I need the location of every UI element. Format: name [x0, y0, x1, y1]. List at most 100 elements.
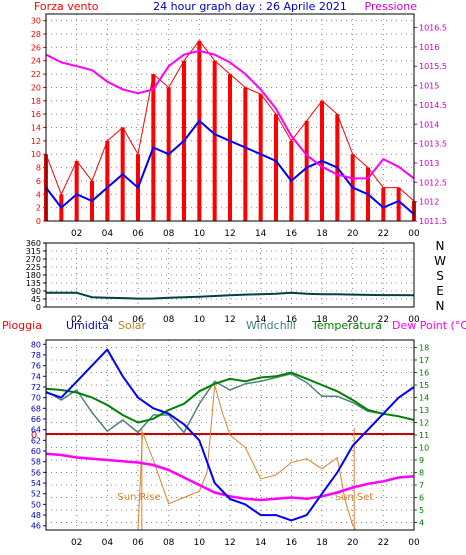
- wind-panel-y-tick-label: 10: [31, 150, 41, 159]
- wind-speed-series-line: [45, 119, 415, 216]
- gust-series-line: [45, 40, 415, 202]
- wind-panel-y-tick-label: 28: [31, 30, 41, 39]
- pressure-right-tick-label: 1016: [419, 43, 439, 52]
- compass-s: S: [436, 269, 444, 283]
- temperature-series-line: [45, 371, 415, 424]
- temp-panel-x-tick-label: 02: [71, 538, 82, 548]
- wind-panel-y-tick-label: 22: [31, 70, 41, 79]
- wind-panel-frame: [45, 13, 415, 222]
- pressure-right-tick-label: 1015.5: [419, 62, 447, 71]
- dew-point-series-line: [45, 452, 415, 502]
- wind-panel-y-tick-label: 6: [36, 177, 41, 186]
- temp-panel-frame: [45, 339, 415, 531]
- wind-panel-x-tick-label: 22: [378, 229, 389, 239]
- direction-panel-x-tick-label: 08: [163, 315, 175, 325]
- temperature-right-tick-label: 12: [419, 419, 429, 428]
- temperature-right-tick-label: 5: [419, 506, 424, 515]
- humidity-y-tick-label: 74: [31, 372, 41, 381]
- wind-panel-x-tick-label: 08: [163, 229, 175, 239]
- wind-panel-y-tick-label: 24: [31, 57, 41, 66]
- direction-panel-x-tick-label: 00: [408, 315, 420, 325]
- temp-panel-x-tick-label: 08: [163, 538, 175, 548]
- temperature-right-tick-label: 9: [419, 456, 424, 465]
- wind-panel-x-tick-label: 10: [194, 229, 206, 239]
- wind-panel-y-tick-label: 26: [31, 43, 41, 52]
- wind-panel-x-tick-label: 18: [316, 229, 328, 239]
- pressure-right-tick-label: 1012: [419, 198, 439, 207]
- sunrise-label: Sun Rise: [117, 492, 160, 503]
- pressure-right-tick-label: 1012.5: [419, 178, 447, 187]
- direction-panel-y-tick-label: 135: [26, 279, 41, 288]
- direction-panel-x-tick-label: 22: [378, 315, 389, 325]
- temp-panel-x-tick-label: 20: [347, 538, 359, 548]
- direction-panel-frame: [45, 242, 415, 308]
- humidity-y-tick-label: 50: [31, 500, 41, 509]
- wind-panel-x-tick-label: 16: [286, 229, 298, 239]
- temperature-right-tick-label: 14: [419, 394, 429, 403]
- temperature-right-tick-label: 4: [419, 519, 424, 528]
- temperature-right-tick-label: 8: [419, 469, 424, 478]
- wind-direction-series-line: [46, 291, 415, 300]
- pressure-right-tick-label: 1011.5: [419, 217, 447, 226]
- direction-panel-y-tick-label: 270: [26, 255, 41, 264]
- temp-panel-x-tick-label: 18: [316, 538, 328, 548]
- wind-panel-x-tick-label: 12: [224, 229, 235, 239]
- temp-panel-x-tick-label: 10: [194, 538, 206, 548]
- wind-panel-y-tick-label: 8: [36, 164, 41, 173]
- temperature-right-tick-label: 7: [419, 481, 424, 490]
- temp-panel-x-tick-label: 22: [378, 538, 389, 548]
- direction-panel-x-tick-label: 20: [347, 315, 359, 325]
- chart-title: 24 hour graph day : 26 Aprile 2021: [153, 0, 347, 13]
- chart-marks: 0246810121416182022242628301011.51012101…: [26, 13, 447, 548]
- solar-label: Solar: [118, 319, 147, 332]
- rain-label: Pioggia: [2, 319, 42, 332]
- pressure-right-tick-label: 1013: [419, 159, 439, 168]
- wind-panel-x-tick-label: 00: [408, 229, 420, 239]
- direction-panel-x-tick-label: 18: [316, 315, 328, 325]
- wind-panel-y-tick-label: 18: [31, 97, 41, 106]
- compass-w: W: [434, 254, 446, 268]
- wind-panel-y-tick-label: 2: [36, 204, 41, 213]
- temp-panel-x-tick-label: 06: [132, 538, 144, 548]
- humidity-y-tick-label: 58: [31, 458, 41, 467]
- pressure-right-tick-label: 1014.5: [419, 101, 447, 110]
- temperature-label: Temperatura: [311, 319, 382, 332]
- temperature-right-tick-label: 16: [419, 369, 429, 378]
- direction-panel-x-tick-label: 12: [224, 315, 235, 325]
- temperature-right-tick-label: 17: [419, 356, 429, 365]
- direction-panel-x-tick-label: 02: [71, 315, 82, 325]
- compass-e: E: [436, 284, 444, 298]
- temp-panel-x-tick-label: 16: [286, 538, 298, 548]
- temperature-right-tick-label: 18: [419, 344, 429, 353]
- humidity-y-tick-label: 80: [31, 340, 41, 349]
- temperature-right-tick-label: 15: [419, 381, 429, 390]
- humidity-y-tick-label: 60: [31, 447, 41, 456]
- humidity-y-tick-label: 62: [31, 436, 41, 445]
- wind-panel-y-tick-label: 20: [31, 83, 41, 92]
- humidity-y-tick-label: 72: [31, 383, 41, 392]
- direction-panel-y-tick-label: 180: [26, 271, 41, 280]
- wind-panel-y-tick-label: 0: [36, 217, 41, 226]
- direction-panel-y-tick-label: 315: [26, 247, 41, 256]
- wind-force-axis-title: Forza vento: [34, 0, 99, 13]
- wind-panel-x-tick-label: 02: [71, 229, 82, 239]
- humidity-y-tick-label: 48: [31, 511, 41, 520]
- wind-panel-y-tick-label: 16: [31, 110, 41, 119]
- direction-panel-y-tick-label: 45: [31, 295, 41, 304]
- direction-panel-y-tick-label: 360: [26, 239, 41, 248]
- pressure-right-tick-label: 1015: [419, 82, 439, 91]
- windchill-series-line: [45, 373, 415, 434]
- humidity-y-tick-label: 76: [31, 362, 41, 371]
- humidity-y-tick-label: 54: [31, 479, 41, 488]
- humidity-y-tick-label: 66: [31, 415, 41, 424]
- humidity-y-tick-label: 56: [31, 468, 41, 477]
- direction-panel-x-tick-label: 10: [194, 315, 206, 325]
- windchill-label: Windchill: [246, 319, 296, 332]
- humidity-y-tick-label: 46: [31, 522, 41, 531]
- compass-n-top: N: [436, 239, 445, 253]
- wind-panel-y-tick-label: 14: [31, 124, 41, 133]
- humidity-y-tick-label: 70: [31, 394, 41, 403]
- wind-panel-y-tick-label: 12: [31, 137, 41, 146]
- rain-zero-label: 0: [31, 430, 37, 441]
